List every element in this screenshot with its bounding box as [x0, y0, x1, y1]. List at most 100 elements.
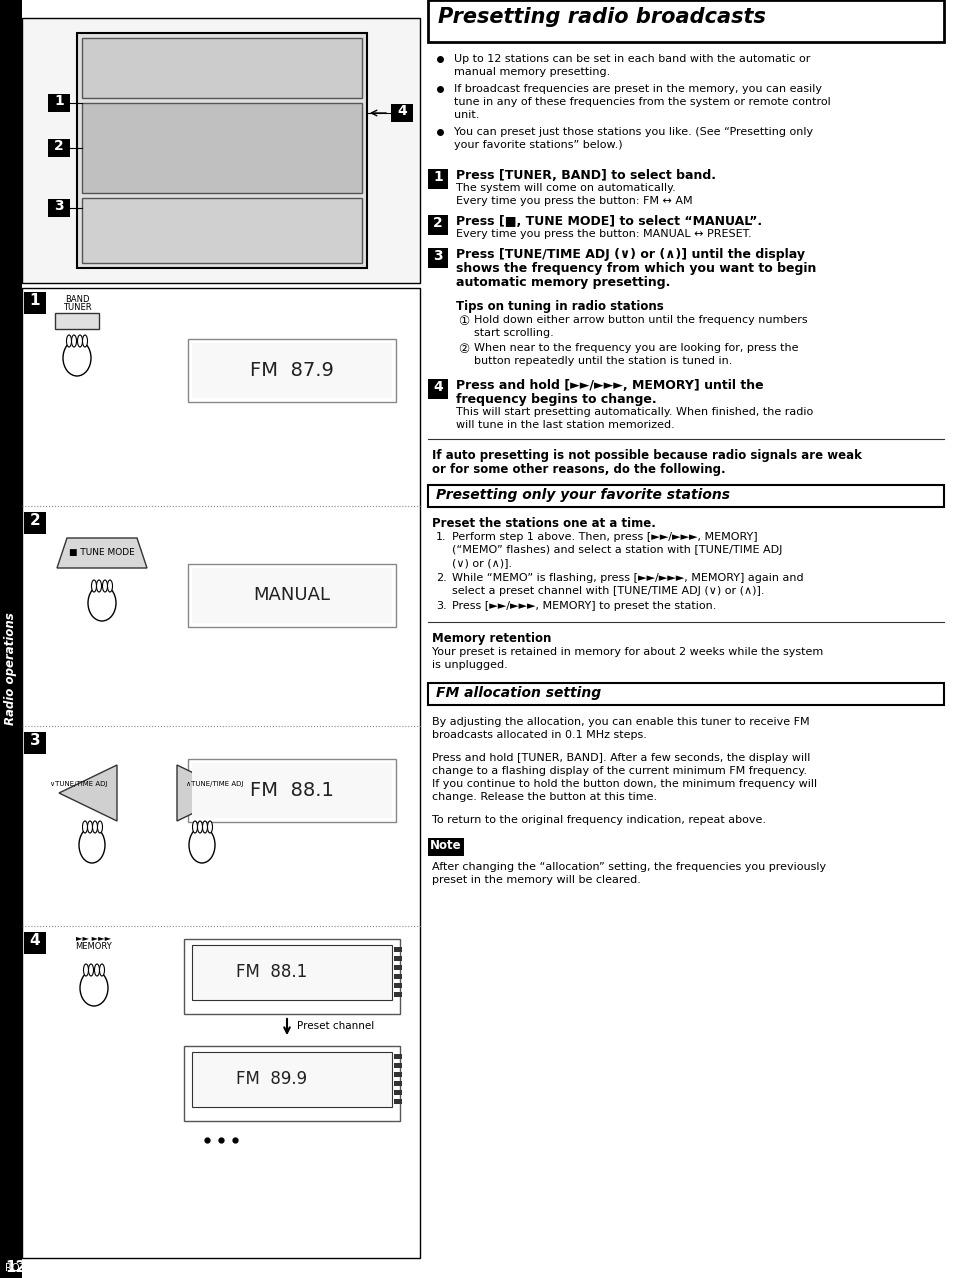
Text: is unplugged.: is unplugged. — [432, 659, 507, 670]
Text: Press [■, TUNE MODE] to select “MANUAL”.: Press [■, TUNE MODE] to select “MANUAL”. — [456, 215, 761, 227]
Bar — [394, 983, 401, 988]
Text: If you continue to hold the button down, the minimum frequency will: If you continue to hold the button down,… — [432, 780, 817, 789]
Ellipse shape — [94, 964, 99, 976]
Text: To return to the original frequency indication, repeat above.: To return to the original frequency indi… — [432, 815, 765, 826]
Text: FM  88.1: FM 88.1 — [250, 781, 334, 800]
Text: 3: 3 — [433, 249, 442, 263]
Ellipse shape — [108, 580, 112, 592]
Bar — [22, 288, 419, 1258]
Text: 4: 4 — [396, 104, 406, 118]
Text: Preset channel: Preset channel — [296, 1021, 374, 1031]
Text: change. Release the button at this time.: change. Release the button at this time. — [432, 792, 657, 803]
Text: 1: 1 — [433, 170, 442, 184]
Text: change to a flashing display of the current minimum FM frequency.: change to a flashing display of the curr… — [432, 766, 806, 776]
Ellipse shape — [99, 964, 105, 976]
Bar — [394, 1072, 401, 1077]
Bar — [82, 38, 361, 98]
Text: your favorite stations” below.): your favorite stations” below.) — [454, 141, 622, 150]
Bar — [428, 169, 448, 189]
Bar — [82, 198, 361, 263]
Text: unit.: unit. — [454, 110, 478, 120]
Text: manual memory presetting.: manual memory presetting. — [454, 66, 610, 77]
Text: 2.: 2. — [436, 573, 446, 583]
Text: 3: 3 — [54, 199, 64, 213]
Bar — [48, 139, 70, 157]
Text: FM  87.9: FM 87.9 — [250, 360, 334, 380]
Bar — [394, 1099, 401, 1104]
Text: ►► ►►►: ►► ►►► — [76, 934, 112, 943]
Bar — [184, 939, 399, 1013]
Ellipse shape — [189, 827, 214, 863]
Text: shows the frequency from which you want to begin: shows the frequency from which you want … — [456, 262, 816, 275]
Text: tune in any of these frequencies from the system or remote control: tune in any of these frequencies from th… — [454, 97, 830, 107]
Text: broadcasts allocated in 0.1 MHz steps.: broadcasts allocated in 0.1 MHz steps. — [432, 730, 646, 740]
Ellipse shape — [89, 964, 93, 976]
Ellipse shape — [102, 580, 108, 592]
Text: ■ TUNE MODE: ■ TUNE MODE — [69, 548, 134, 557]
Text: Your preset is retained in memory for about 2 weeks while the system: Your preset is retained in memory for ab… — [432, 647, 822, 657]
Text: Every time you press the button: MANUAL ↔ PRESET.: Every time you press the button: MANUAL … — [456, 229, 751, 239]
Text: Press [TUNER, BAND] to select band.: Press [TUNER, BAND] to select band. — [456, 169, 716, 181]
Text: or for some other reasons, do the following.: or for some other reasons, do the follow… — [432, 463, 725, 475]
Text: select a preset channel with [TUNE/TIME ADJ (∨) or (∧)].: select a preset channel with [TUNE/TIME … — [452, 587, 763, 596]
Text: 1: 1 — [54, 95, 64, 109]
Bar — [394, 1081, 401, 1086]
Text: Note: Note — [430, 838, 461, 852]
Text: Press [►►/►►►, MEMORY] to preset the station.: Press [►►/►►►, MEMORY] to preset the sta… — [452, 601, 716, 611]
Bar — [394, 1090, 401, 1095]
Text: Every time you press the button: FM ↔ AM: Every time you press the button: FM ↔ AM — [456, 196, 692, 206]
Bar — [428, 0, 943, 42]
Bar — [77, 33, 367, 268]
Text: MANUAL: MANUAL — [253, 587, 330, 604]
Bar — [82, 104, 361, 193]
Bar — [394, 1054, 401, 1059]
Text: ①: ① — [457, 314, 469, 328]
Text: Presetting only your favorite stations: Presetting only your favorite stations — [436, 488, 729, 502]
Bar — [428, 838, 463, 856]
Bar — [24, 932, 46, 953]
Ellipse shape — [88, 585, 116, 621]
Text: 3.: 3. — [436, 601, 446, 611]
Bar — [192, 763, 392, 818]
Ellipse shape — [82, 335, 88, 348]
Bar — [428, 682, 943, 705]
Ellipse shape — [71, 335, 76, 348]
Bar — [394, 974, 401, 979]
Bar — [188, 564, 395, 627]
Text: After changing the “allocation” setting, the frequencies you previously: After changing the “allocation” setting,… — [432, 861, 825, 872]
Bar — [394, 992, 401, 997]
Text: By adjusting the allocation, you can enable this tuner to receive FM: By adjusting the allocation, you can ena… — [432, 717, 809, 727]
Text: 2: 2 — [433, 216, 442, 230]
Text: BAND: BAND — [65, 295, 90, 304]
Text: TUNER: TUNER — [63, 303, 91, 312]
Text: 4: 4 — [433, 380, 442, 394]
Polygon shape — [177, 766, 234, 820]
Text: You can preset just those stations you like. (See “Presetting only: You can preset just those stations you l… — [454, 127, 812, 137]
Ellipse shape — [202, 820, 208, 833]
Ellipse shape — [67, 335, 71, 348]
Bar — [24, 732, 46, 754]
Ellipse shape — [92, 820, 97, 833]
Text: button repeatedly until the station is tuned in.: button repeatedly until the station is t… — [474, 357, 732, 366]
Text: 4: 4 — [30, 933, 40, 948]
Text: While “MEMO” is flashing, press [►►/►►►, MEMORY] again and: While “MEMO” is flashing, press [►►/►►►,… — [452, 573, 802, 583]
Text: FM  89.9: FM 89.9 — [236, 1070, 307, 1088]
Bar — [428, 248, 448, 268]
Text: FM allocation setting: FM allocation setting — [436, 686, 600, 700]
Text: will tune in the last station memorized.: will tune in the last station memorized. — [456, 420, 674, 429]
Text: RQT5539: RQT5539 — [5, 1263, 51, 1273]
Bar — [192, 944, 392, 999]
Text: Press and hold [TUNER, BAND]. After a few seconds, the display will: Press and hold [TUNER, BAND]. After a fe… — [432, 753, 809, 763]
Ellipse shape — [96, 580, 101, 592]
Text: When near to the frequency you are looking for, press the: When near to the frequency you are looki… — [474, 343, 798, 353]
Text: 1: 1 — [30, 293, 40, 308]
Text: (“MEMO” flashes) and select a station with [TUNE/TIME ADJ: (“MEMO” flashes) and select a station wi… — [452, 544, 781, 555]
Ellipse shape — [80, 970, 108, 1006]
Bar — [184, 1045, 399, 1121]
Bar — [22, 18, 419, 282]
Ellipse shape — [193, 820, 197, 833]
Text: (∨) or (∧)].: (∨) or (∧)]. — [452, 558, 512, 567]
Bar — [428, 380, 448, 399]
Polygon shape — [57, 538, 147, 567]
Bar — [24, 291, 46, 314]
